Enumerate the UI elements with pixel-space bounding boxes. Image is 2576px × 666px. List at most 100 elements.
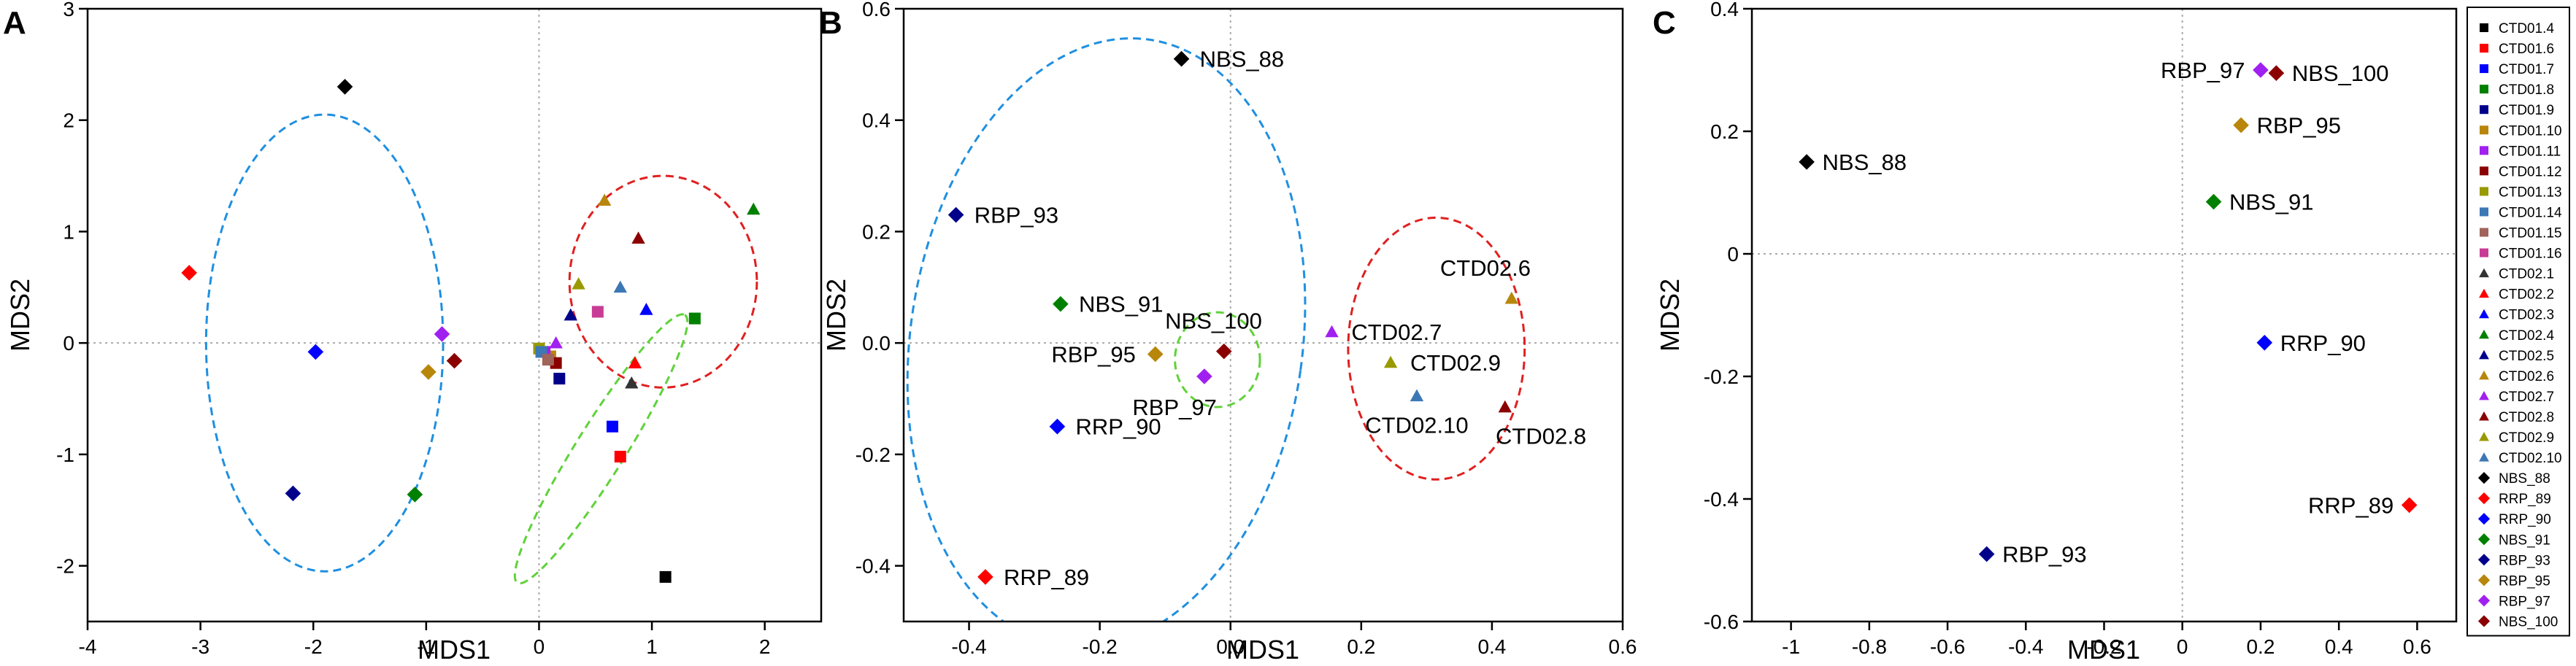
legend-marker-ctd02-3 (2479, 309, 2489, 319)
y-tick-label: 0 (63, 332, 74, 355)
legend-label: RRP_89 (2499, 492, 2551, 507)
plot-frame-a (86, 7, 823, 623)
point-label: CTD02.7 (1351, 320, 1442, 345)
data-point-ctd02-4 (747, 202, 761, 215)
x-tick-label: 0.6 (2403, 635, 2431, 658)
y-tick-label: 0 (1727, 243, 1739, 266)
legend-label: CTD01.8 (2499, 82, 2554, 98)
y-tick-label: -0.2 (1704, 365, 1739, 388)
data-point-rrp-90 (307, 344, 324, 360)
legend-marker-rrp-89 (2477, 492, 2491, 505)
data-point-ctd02-3 (639, 303, 653, 315)
point-label: RBP_93 (974, 203, 1058, 228)
point-label: CTD02.8 (1496, 424, 1586, 449)
y-axis-label-a: MDS2 (5, 279, 35, 352)
legend-marker-nbs-91 (2477, 533, 2491, 546)
legend-label: CTD01.12 (2499, 164, 2562, 179)
legend-label: RBP_93 (2499, 553, 2550, 568)
y-tick-label: -1 (56, 444, 74, 466)
group-ellipse-2 (1347, 216, 1526, 481)
x-tick-label: -1 (1782, 635, 1800, 658)
data-point-ctd02-7 (549, 336, 563, 349)
x-tick-label: 0.2 (2246, 635, 2275, 658)
legend-marker-ctd01-16 (2480, 248, 2488, 258)
y-tick-label: 0.4 (862, 109, 891, 132)
legend-label: CTD02.8 (2499, 410, 2554, 425)
legend-label: RBP_97 (2499, 594, 2550, 609)
legend-marker-nbs-88 (2477, 472, 2491, 484)
data-point-rrp-89 (977, 569, 993, 585)
data-point-ctd02-7 (1325, 325, 1339, 338)
data-point-ctd01-16 (591, 306, 604, 318)
data-point-nbs-91 (407, 487, 423, 503)
legend-label: CTD02.3 (2499, 308, 2554, 323)
legend-marker-ctd02-10 (2479, 452, 2489, 462)
y-tick-label: 1 (63, 220, 74, 243)
data-point-ctd01-8 (688, 312, 701, 325)
legend-marker-ctd01-4 (2480, 23, 2488, 32)
x-tick-label: 0.4 (2325, 635, 2353, 658)
legend-marker-ctd01-15 (2480, 228, 2488, 237)
legend-label: NBS_88 (2499, 471, 2550, 487)
point-label: CTD02.10 (1365, 412, 1468, 438)
data-point-ctd02-9 (572, 277, 585, 290)
point-label: RRP_89 (2308, 492, 2394, 518)
data-point-nbs-88 (337, 79, 353, 95)
data-point-rbp-97 (434, 326, 450, 342)
point-label: NBS_91 (2229, 190, 2313, 215)
x-tick-label: -3 (191, 635, 209, 658)
point-label: NBS_100 (2292, 61, 2389, 86)
data-point-rrp-90 (2256, 335, 2273, 351)
group-ellipse-3 (513, 313, 689, 585)
x-tick-label: -0.4 (951, 635, 986, 658)
y-tick-label: 0.4 (1710, 0, 1739, 20)
y-axis-label-c: MDS2 (1655, 279, 1685, 352)
legend-marker-ctd01-9 (2480, 105, 2488, 115)
y-axis-label-b: MDS2 (821, 279, 851, 352)
point-label: NBS_88 (1200, 47, 1284, 72)
x-tick-label: 0.0 (1216, 635, 1245, 658)
data-point-rbp-95 (1147, 346, 1164, 363)
y-tick-label: 3 (63, 0, 74, 20)
y-tick-label: -0.6 (1704, 611, 1739, 633)
point-label: RBP_97 (2161, 58, 2245, 83)
y-tick-label: -0.2 (856, 444, 891, 466)
x-tick-label: -0.2 (1083, 635, 1118, 658)
point-label: RBP_95 (1051, 341, 1135, 367)
legend-label: RRP_90 (2499, 512, 2551, 527)
x-tick-label: 0.2 (1347, 635, 1375, 658)
panel-label-a: A (3, 5, 26, 41)
panel-label-b: B (819, 5, 842, 41)
legend-label: CTD02.10 (2499, 451, 2562, 466)
y-tick-label: 0.2 (1710, 120, 1739, 143)
group-ellipse-1 (906, 37, 1307, 622)
plot-frame-b (902, 7, 1624, 623)
legend-label: CTD02.4 (2499, 328, 2554, 344)
data-point-nbs-88 (1799, 154, 1815, 170)
data-point-ctd01-9 (553, 373, 566, 385)
data-point-ctd01-4 (659, 570, 672, 583)
legend-marker-ctd02-8 (2479, 411, 2489, 421)
legend-marker-rrp-90 (2477, 513, 2491, 525)
data-point-ctd02-8 (1498, 400, 1512, 413)
y-tick-label: 0.2 (862, 220, 891, 243)
point-label: RRP_89 (1004, 565, 1089, 590)
data-point-nbs-91 (2205, 193, 2222, 210)
x-tick-label: -0.4 (2008, 635, 2043, 658)
legend-label: CTD01.4 (2499, 21, 2554, 36)
plot-frame-c (1750, 7, 2458, 623)
data-point-rrp-90 (1049, 418, 1066, 435)
x-tick-label: -0.8 (1852, 635, 1887, 658)
legend-frame (2467, 7, 2570, 637)
legend-label: CTD02.1 (2499, 267, 2554, 282)
legend-marker-rbp-93 (2477, 554, 2491, 566)
x-tick-label: -2 (304, 635, 323, 658)
data-point-rbp-97 (1196, 368, 1212, 384)
legend-label: CTD02.6 (2499, 369, 2554, 384)
legend-marker-ctd02-2 (2479, 288, 2489, 298)
data-point-ctd02-8 (631, 231, 645, 244)
point-label: CTD02.6 (1440, 255, 1531, 281)
legend-marker-ctd01-10 (2480, 125, 2488, 135)
legend-label: CTD01.13 (2499, 185, 2562, 200)
legend-marker-ctd01-7 (2480, 64, 2488, 74)
